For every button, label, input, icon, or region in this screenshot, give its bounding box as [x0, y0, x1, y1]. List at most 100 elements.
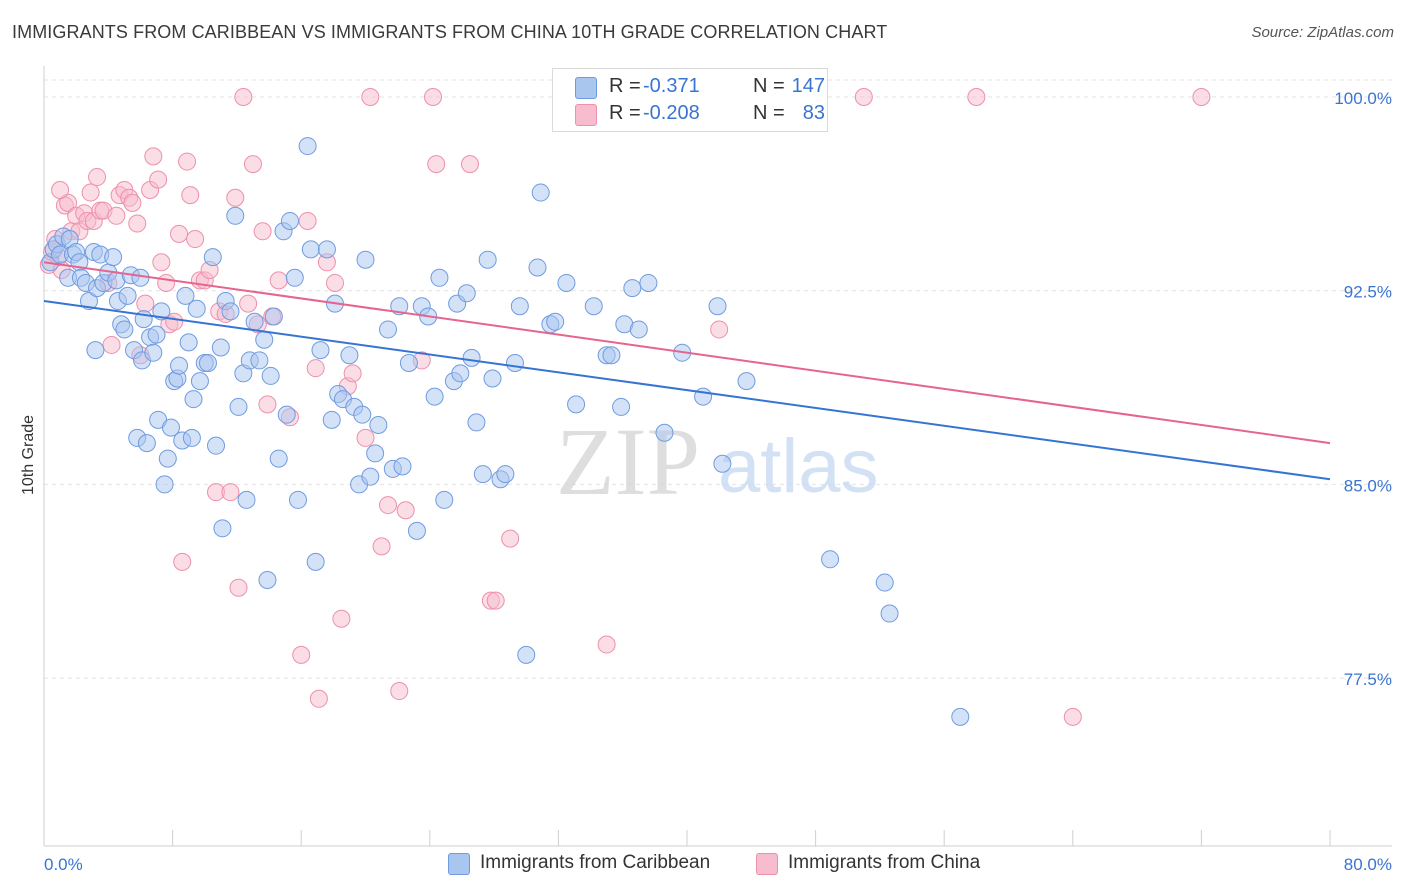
china-point: [325, 273, 344, 292]
caribbean-point: [147, 325, 166, 344]
caribbean-point: [131, 268, 150, 287]
caribbean-point: [407, 521, 426, 540]
china-point: [88, 168, 107, 187]
china-point: [597, 635, 616, 654]
caribbean-point: [144, 343, 163, 362]
caribbean-point: [369, 416, 388, 435]
y-tick-label: 100.0%: [1334, 89, 1392, 108]
caribbean-point: [322, 410, 341, 429]
china-point: [332, 609, 351, 628]
stats-legend: R = -0.371 N = 147 R = -0.208 N = 83: [552, 68, 828, 132]
trend-lines: [43, 261, 1331, 481]
caribbean-point: [557, 273, 576, 292]
caribbean-point: [462, 348, 481, 367]
china-point: [181, 186, 200, 205]
caribbean-point: [639, 273, 658, 292]
r-value: -0.371: [643, 75, 700, 97]
caribbean-point: [285, 268, 304, 287]
china-point: [144, 147, 163, 166]
china-point: [178, 152, 197, 171]
x-tick-label-min: 0.0%: [44, 855, 83, 874]
caribbean-point: [301, 240, 320, 259]
china-point: [173, 552, 192, 571]
caribbean-point: [311, 341, 330, 360]
caribbean-point: [306, 552, 325, 571]
china-point: [427, 155, 446, 174]
caribbean-point: [277, 405, 296, 424]
caribbean-point: [612, 397, 631, 416]
caribbean-point: [184, 390, 203, 409]
caribbean-point: [951, 707, 970, 726]
caribbean-point: [880, 604, 899, 623]
caribbean-point: [567, 395, 586, 414]
china-point: [306, 359, 325, 378]
caribbean-point: [226, 206, 245, 225]
china-point: [396, 501, 415, 520]
caribbean-point: [250, 351, 269, 370]
x-tick-label-max: 80.0%: [1344, 855, 1392, 874]
y-tick-label: 77.5%: [1344, 670, 1392, 689]
caribbean-point: [179, 333, 198, 352]
caribbean-point: [451, 364, 470, 383]
x-tick-labels: 0.0% 80.0%: [44, 855, 1392, 874]
caribbean-point: [353, 405, 372, 424]
caribbean-point: [86, 341, 105, 360]
caribbean-point: [137, 434, 156, 453]
china-point: [424, 87, 443, 106]
caribbean-point: [213, 519, 232, 538]
caribbean-point: [393, 457, 412, 476]
china-point: [81, 183, 100, 202]
caribbean-point: [517, 645, 536, 664]
caribbean-point: [152, 302, 171, 321]
y-tick-label: 92.5%: [1344, 283, 1392, 302]
caribbean-point: [425, 387, 444, 406]
china-point: [292, 645, 311, 664]
caribbean-point: [288, 490, 307, 509]
china-point: [343, 364, 362, 383]
caribbean-point: [875, 573, 894, 592]
caribbean-point: [280, 211, 299, 230]
caribbean-point: [203, 248, 222, 267]
caribbean-point: [245, 312, 264, 331]
caribbean-point: [399, 354, 418, 373]
caribbean-point: [207, 436, 226, 455]
caribbean-point: [708, 297, 727, 316]
caribbean-point: [496, 465, 515, 484]
caribbean-point: [80, 292, 99, 311]
caribbean-point: [317, 240, 336, 259]
china-point: [51, 180, 70, 199]
china-point: [372, 537, 391, 556]
caribbean-point: [505, 354, 524, 373]
china-point: [967, 87, 986, 106]
china-point: [107, 206, 126, 225]
n-label: N =: [753, 102, 785, 124]
caribbean-point: [298, 137, 317, 156]
caribbean-point: [510, 297, 529, 316]
axes: [43, 66, 1392, 847]
caribbean-point: [261, 366, 280, 385]
china-swatch: [575, 104, 597, 126]
china-point: [460, 155, 479, 174]
caribbean-point: [229, 397, 248, 416]
caribbean-point: [655, 423, 674, 442]
watermark-zip: ZIP: [556, 408, 700, 515]
caribbean-point: [361, 467, 380, 486]
china-point: [186, 230, 205, 249]
china-point: [234, 87, 253, 106]
chart-title: IMMIGRANTS FROM CARIBBEAN VS IMMIGRANTS …: [12, 22, 888, 42]
caribbean-point: [155, 475, 174, 494]
caribbean-point: [118, 286, 137, 305]
caribbean-point: [467, 413, 486, 432]
caribbean-point: [390, 297, 409, 316]
y-tick-labels: 77.5% 85.0% 92.5% 100.0%: [1334, 89, 1392, 689]
caribbean-point: [457, 284, 476, 303]
china-point: [361, 87, 380, 106]
source-credit: Source: ZipAtlas.com: [1251, 24, 1394, 41]
china-point: [149, 170, 168, 189]
china-point: [486, 591, 505, 610]
caribbean-point: [531, 183, 550, 202]
caribbean-point: [546, 312, 565, 331]
china-legend-swatch: [756, 853, 778, 875]
china-point: [170, 224, 189, 243]
